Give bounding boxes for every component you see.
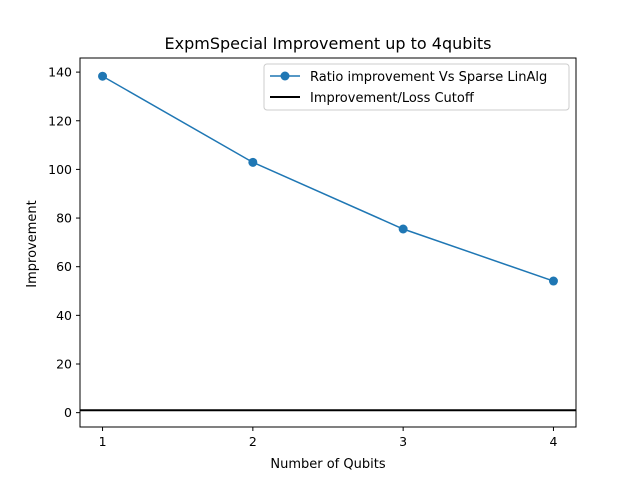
y-tick-label: 80 xyxy=(56,211,72,226)
y-axis-label: Improvement xyxy=(25,200,40,287)
legend-series-label: Ratio improvement Vs Sparse LinAlg xyxy=(310,70,547,85)
data-point-2 xyxy=(248,157,258,167)
legend-series-marker xyxy=(280,71,290,81)
data-point-3 xyxy=(398,224,408,234)
y-tick-label: 120 xyxy=(48,113,72,128)
axes-frame xyxy=(79,57,577,428)
data-point-1 xyxy=(98,71,108,81)
chart-title: ExpmSpecial Improvement up to 4qubits xyxy=(165,34,492,53)
series-layer xyxy=(98,71,558,286)
legend: Ratio improvement Vs Sparse LinAlg Impro… xyxy=(263,63,570,111)
legend-frame xyxy=(263,63,570,111)
x-tick-label: 1 xyxy=(99,434,107,449)
y-tick-label: 60 xyxy=(56,259,72,274)
y-tick-label: 20 xyxy=(56,357,72,372)
y-tick-label: 0 xyxy=(64,405,72,420)
data-point-4 xyxy=(548,276,558,286)
y-tick-label: 100 xyxy=(48,162,72,177)
y-tick-label: 40 xyxy=(56,308,72,323)
x-tick-label: 2 xyxy=(249,434,257,449)
x-tick-label: 3 xyxy=(399,434,407,449)
x-tick-label: 4 xyxy=(549,434,557,449)
y-tick-label: 140 xyxy=(48,65,72,80)
series-line-0 xyxy=(102,75,554,282)
legend-cutoff-label: Improvement/Loss Cutoff xyxy=(310,91,475,106)
x-axis-label: Number of Qubits xyxy=(270,457,385,472)
